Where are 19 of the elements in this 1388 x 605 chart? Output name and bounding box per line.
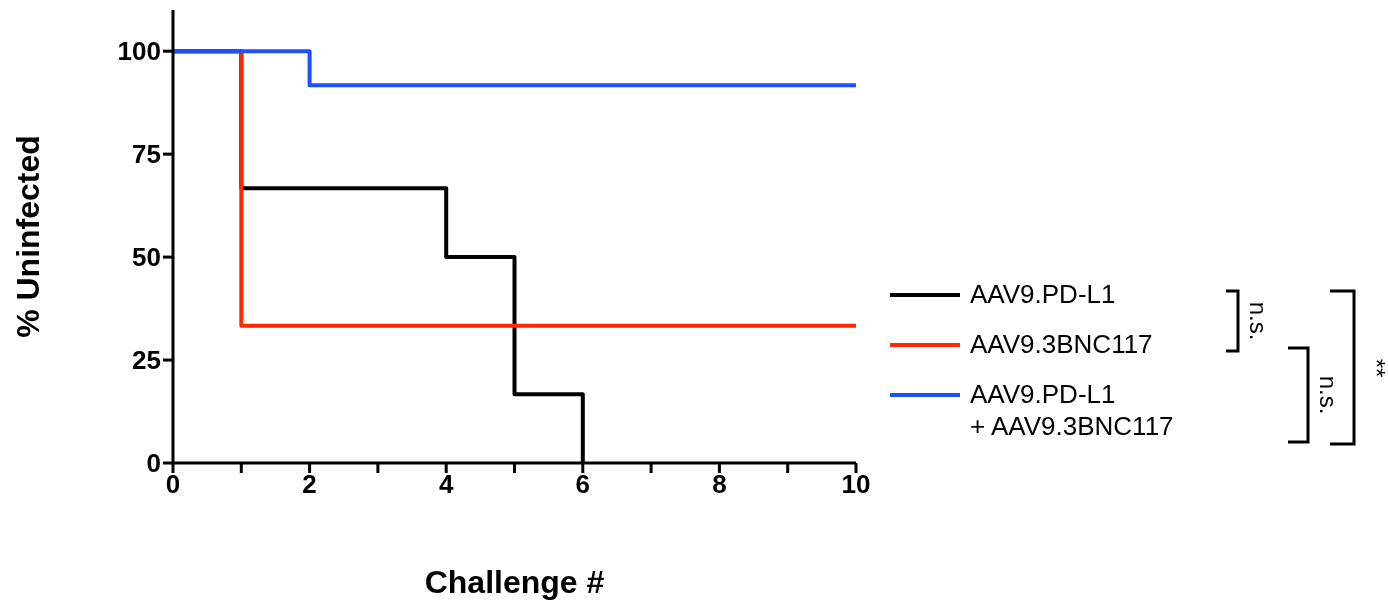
- y-tick-label: 0: [146, 448, 161, 479]
- y-axis-title: % Uninfected: [10, 135, 47, 338]
- text: n.s.: [1315, 375, 1342, 415]
- text: n.s.: [1245, 301, 1272, 341]
- x-tick-label: 4: [438, 469, 454, 500]
- y-tick-label: 100: [117, 36, 161, 67]
- x-tick-label: 8: [712, 469, 727, 500]
- x-axis-title: Challenge #: [424, 564, 605, 600]
- y-tick-label: 75: [132, 139, 161, 170]
- y-tick-label: 25: [132, 345, 161, 376]
- legend-label: AAV9.PD-L1 + AAV9.3BNC117: [970, 378, 1174, 442]
- y-tick-label: 50: [132, 242, 161, 273]
- legend-label: AAV9.3BNC117: [970, 328, 1153, 360]
- x-tick-label: 10: [841, 469, 871, 500]
- x-tick-label: 2: [302, 469, 317, 500]
- x-tick-label: 0: [165, 469, 181, 500]
- legend-label: AAV9.PD-L1: [970, 278, 1116, 310]
- text: **: [1363, 358, 1388, 378]
- x-tick-label: 6: [575, 469, 591, 500]
